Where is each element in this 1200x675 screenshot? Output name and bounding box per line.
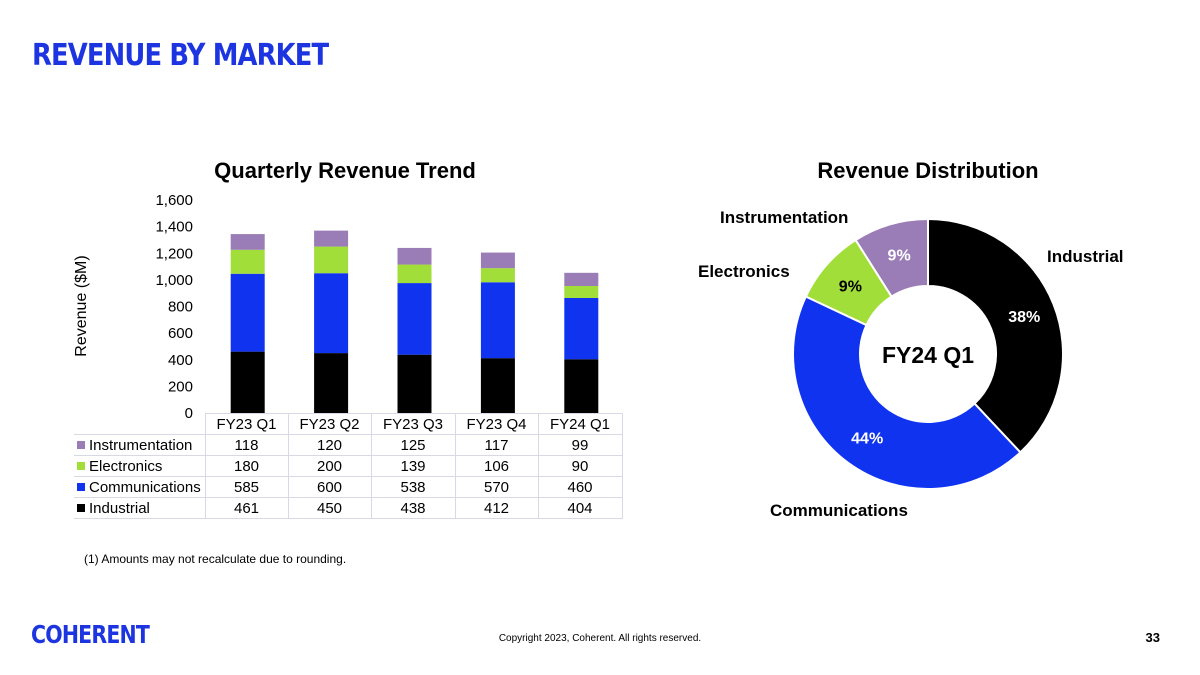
bar-segment-communications — [230, 273, 265, 352]
bar-segment-industrial — [314, 353, 349, 413]
table-row: Instrumentation 118 120 125 117 99 — [74, 434, 623, 456]
table-cell: 438 — [370, 497, 456, 519]
legend-label: Industrial — [89, 499, 150, 517]
data-table: FY23 Q1 FY23 Q2 FY23 Q3 FY23 Q4 FY24 Q1 … — [74, 413, 623, 519]
table-cell: 117 — [454, 434, 539, 456]
legend-swatch — [77, 440, 85, 449]
slice-label: 38% — [1008, 309, 1040, 326]
table-row: Industrial 461 450 438 412 404 — [74, 497, 623, 519]
legend-entry: Communications — [74, 476, 206, 498]
table-header-row: FY23 Q1 FY23 Q2 FY23 Q3 FY23 Q4 FY24 Q1 — [74, 413, 623, 435]
bar-segment-communications — [397, 283, 432, 355]
bar-segment-instrumentation — [480, 252, 515, 269]
donut-chart-title: Revenue Distribution — [817, 158, 1039, 183]
donut-slice-industrial — [927, 217, 1064, 454]
bar-segment-communications — [314, 273, 349, 354]
slice-label: 9% — [888, 248, 911, 265]
donut-center-label: FY24 Q1 — [882, 342, 974, 368]
bar-segment-electronics — [480, 268, 515, 283]
y-tick-label: 600 — [168, 325, 193, 342]
coherent-logo: COHERENT — [31, 620, 150, 649]
table-row: Communications 585 600 538 570 460 — [74, 476, 623, 498]
y-tick-label: 400 — [168, 352, 193, 369]
legend-label: Instrumentation — [89, 436, 193, 454]
bar-chart-title: Quarterly Revenue Trend — [214, 158, 476, 183]
stacked-bar-chart: 0 200 400 600 800 1,000 1,200 1,400 1,600 — [155, 192, 599, 420]
callout-instrumentation: Instrumentation — [720, 208, 849, 227]
slice-label: 9% — [839, 279, 862, 296]
footnote: (1) Amounts may not recalculate due to r… — [84, 552, 347, 566]
table-cell: 585 — [204, 476, 289, 498]
bar-segment-instrumentation — [564, 272, 599, 286]
copyright: Copyright 2023, Coherent. All rights res… — [498, 633, 702, 644]
callout-electronics: Electronics — [698, 262, 790, 281]
y-tick-label: 1,200 — [155, 245, 193, 262]
bar-segment-communications — [564, 297, 599, 360]
column-header: FY23 Q2 — [287, 413, 372, 435]
bar-segment-industrial — [480, 358, 515, 413]
column-header: FY23 Q3 — [370, 413, 456, 435]
y-tick-label: 200 — [168, 378, 193, 395]
y-tick-label: 1,400 — [155, 219, 193, 236]
logo-text: COHERENT — [31, 620, 150, 649]
legend-swatch — [77, 503, 85, 512]
bar-segment-instrumentation — [314, 230, 349, 247]
donut-slice-communications — [792, 295, 1022, 490]
bar-segment-instrumentation — [397, 247, 432, 265]
table-cell: 450 — [287, 497, 372, 519]
bar-segment-instrumentation — [230, 234, 265, 250]
slice-label: 44% — [851, 431, 883, 448]
legend-swatch — [77, 482, 85, 491]
bar-segment-communications — [480, 282, 515, 359]
table-cell: 404 — [537, 497, 623, 519]
bar-segment-electronics — [230, 249, 265, 274]
column-header: FY23 Q4 — [454, 413, 539, 435]
donut-slice-instrumentation — [854, 217, 929, 298]
table-cell: 412 — [454, 497, 539, 519]
legend-swatch — [77, 461, 85, 470]
bar-segment-industrial — [397, 354, 432, 413]
table-cell: 461 — [204, 497, 289, 519]
bar-segment-electronics — [314, 246, 349, 274]
legend-label: Electronics — [89, 457, 163, 475]
column-header: FY23 Q1 — [204, 413, 289, 435]
bar-segment-electronics — [397, 264, 432, 284]
donut-chart: 38% 44% 9% 9% FY24 Q1 — [792, 217, 1064, 490]
table-cell: 538 — [370, 476, 456, 498]
callout-industrial: Industrial — [1047, 247, 1124, 266]
bar-segment-industrial — [564, 359, 599, 413]
y-tick-label: 1,600 — [155, 192, 193, 209]
bar-segment-industrial — [230, 351, 265, 413]
legend-label: Communications — [89, 478, 201, 496]
bar-segment-electronics — [564, 285, 599, 298]
callout-communications: Communications — [770, 501, 908, 520]
page-title: REVENUE BY MARKET — [32, 38, 329, 73]
y-tick-label: 1,000 — [155, 272, 193, 289]
column-header: FY24 Q1 — [537, 413, 623, 435]
table-cell: 120 — [287, 434, 372, 456]
page-number: 33 — [1145, 630, 1160, 645]
y-tick-label: 800 — [168, 299, 193, 316]
y-tick-label: 0 — [185, 405, 193, 420]
table-cell: 200 — [287, 455, 372, 477]
